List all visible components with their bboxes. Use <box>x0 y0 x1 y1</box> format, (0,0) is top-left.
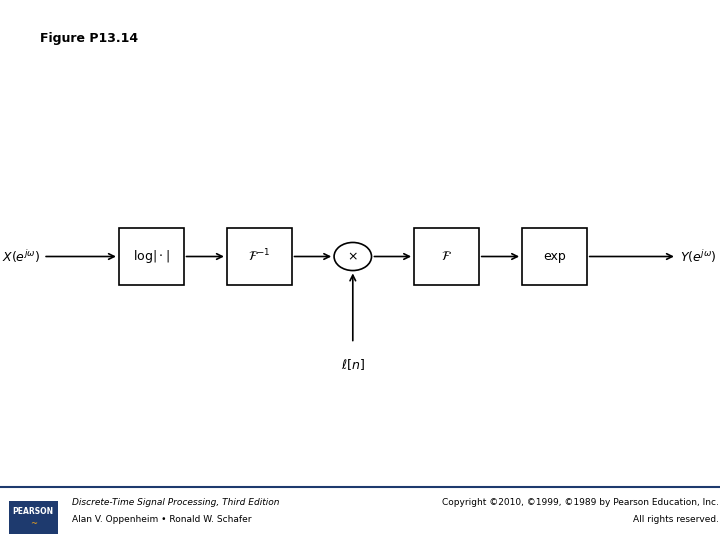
FancyBboxPatch shape <box>9 501 58 534</box>
Text: ~: ~ <box>30 519 37 528</box>
Text: $\log|\cdot|$: $\log|\cdot|$ <box>132 248 170 265</box>
Bar <box>414 228 479 285</box>
Text: $\mathcal{F}$: $\mathcal{F}$ <box>441 250 452 263</box>
Text: All rights reserved.: All rights reserved. <box>633 515 719 524</box>
Text: $\ell[n]$: $\ell[n]$ <box>341 357 365 372</box>
Bar <box>227 228 292 285</box>
Text: $\mathcal{F}^{-1}$: $\mathcal{F}^{-1}$ <box>248 248 271 265</box>
Circle shape <box>334 242 372 271</box>
Text: Copyright ©2010, ©1999, ©1989 by Pearson Education, Inc.: Copyright ©2010, ©1999, ©1989 by Pearson… <box>441 498 719 507</box>
Bar <box>119 228 184 285</box>
Text: Figure P13.14: Figure P13.14 <box>40 32 138 45</box>
Text: $\times$: $\times$ <box>348 250 358 263</box>
Bar <box>522 228 587 285</box>
Text: Discrete-Time Signal Processing, Third Edition: Discrete-Time Signal Processing, Third E… <box>72 498 279 507</box>
Text: PEARSON: PEARSON <box>12 508 54 516</box>
Text: Alan V. Oppenheim • Ronald W. Schafer: Alan V. Oppenheim • Ronald W. Schafer <box>72 515 251 524</box>
Text: $X(e^{j\omega})$: $X(e^{j\omega})$ <box>2 248 40 265</box>
Text: exp: exp <box>543 250 566 263</box>
Text: $Y(e^{j\omega})$: $Y(e^{j\omega})$ <box>680 248 716 265</box>
